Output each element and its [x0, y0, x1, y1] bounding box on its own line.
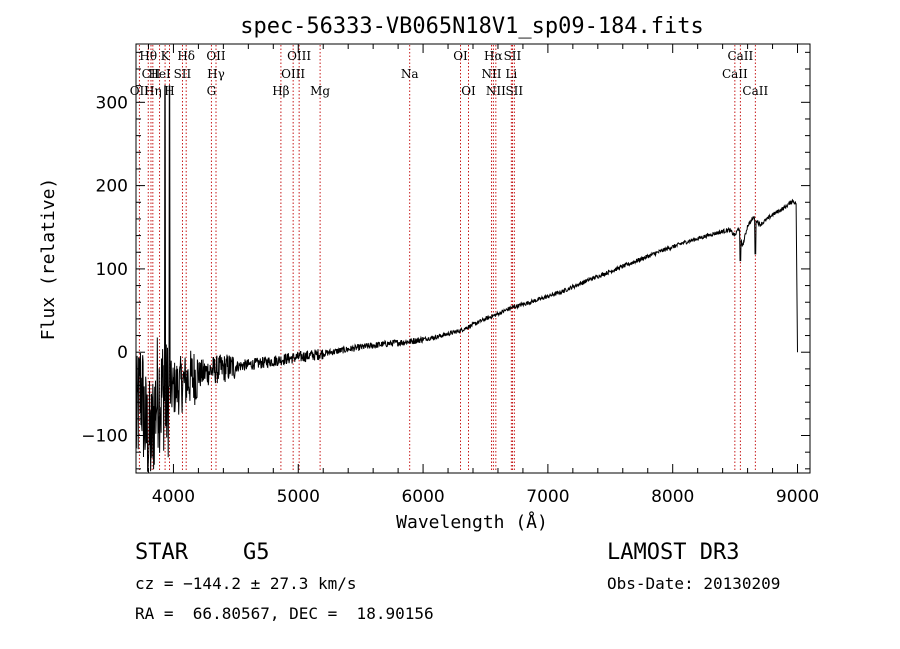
line-label-17: CaII — [722, 67, 748, 81]
line-label-1: K — [161, 49, 171, 63]
x-tick-label-5000: 5000 — [277, 487, 320, 507]
line-label-19: Hη — [144, 84, 162, 98]
spectral-line-markers — [138, 45, 756, 472]
plot-frame — [135, 43, 811, 474]
x-tick-label-7000: 7000 — [526, 487, 569, 507]
spectrum-line — [135, 85, 798, 472]
line-label-26: SII — [505, 84, 523, 98]
x-tick-label-8000: 8000 — [651, 487, 694, 507]
line-label-23: Mg — [310, 84, 330, 98]
x-tick-label-9000: 9000 — [776, 487, 819, 507]
subclass: G5 — [243, 540, 270, 565]
y-axis-ticks: −100 0 100 200 300 — [81, 51, 810, 470]
line-label-3: OII — [206, 49, 226, 63]
line-label-15: NII — [481, 67, 501, 81]
y-tick-label--100: −100 — [81, 427, 128, 447]
y-tick-label-100: 100 — [96, 260, 128, 280]
line-label-0: Hθ — [139, 49, 157, 63]
spectrum-series — [135, 85, 798, 472]
survey-name: LAMOST DR3 — [607, 540, 740, 565]
y-tick-label-0: 0 — [117, 343, 128, 363]
line-label-18: OII — [130, 84, 150, 98]
line-label-25: NII — [486, 84, 506, 98]
line-label-27: CaII — [742, 84, 768, 98]
line-label-22: Hβ — [272, 84, 289, 98]
obs-date: Obs-Date: 20130209 — [607, 574, 781, 593]
line-label-8: CaII — [727, 49, 753, 63]
y-tick-label-300: 300 — [96, 93, 128, 113]
line-label-24: OI — [461, 84, 476, 98]
line-label-13: OIII — [281, 67, 305, 81]
line-label-4: OIII — [287, 49, 311, 63]
line-label-14: Na — [401, 67, 419, 81]
line-label-16: Li — [505, 67, 517, 81]
y-axis-label: Flux (relative) — [38, 178, 59, 341]
line-label-11: SII — [174, 67, 192, 81]
x-tick-label-6000: 6000 — [401, 487, 444, 507]
x-tick-label-4000: 4000 — [152, 487, 195, 507]
line-label-7: SII — [504, 49, 522, 63]
chart-title: spec-56333-VB065N18V1_sp09-184.fits — [240, 14, 704, 39]
line-label-21: G — [207, 84, 217, 98]
x-axis-ticks: 4000 5000 6000 7000 8000 9000 — [147, 44, 819, 507]
redshift-readout: cz = −144.2 ± 27.3 km/s — [135, 574, 357, 593]
line-label-2: Hδ — [177, 49, 195, 63]
line-label-12: Hγ — [207, 67, 225, 81]
line-label-10: HeI — [148, 67, 171, 81]
object-class: STAR — [135, 540, 188, 565]
line-label-5: OI — [453, 49, 468, 63]
y-tick-label-200: 200 — [96, 177, 128, 197]
line-label-6: Hα — [484, 49, 503, 63]
coordinates: RA = 66.80567, DEC = 18.90156 — [135, 604, 434, 623]
x-axis-label: Wavelength (Å) — [396, 511, 548, 533]
line-label-9: CII — [142, 67, 161, 81]
